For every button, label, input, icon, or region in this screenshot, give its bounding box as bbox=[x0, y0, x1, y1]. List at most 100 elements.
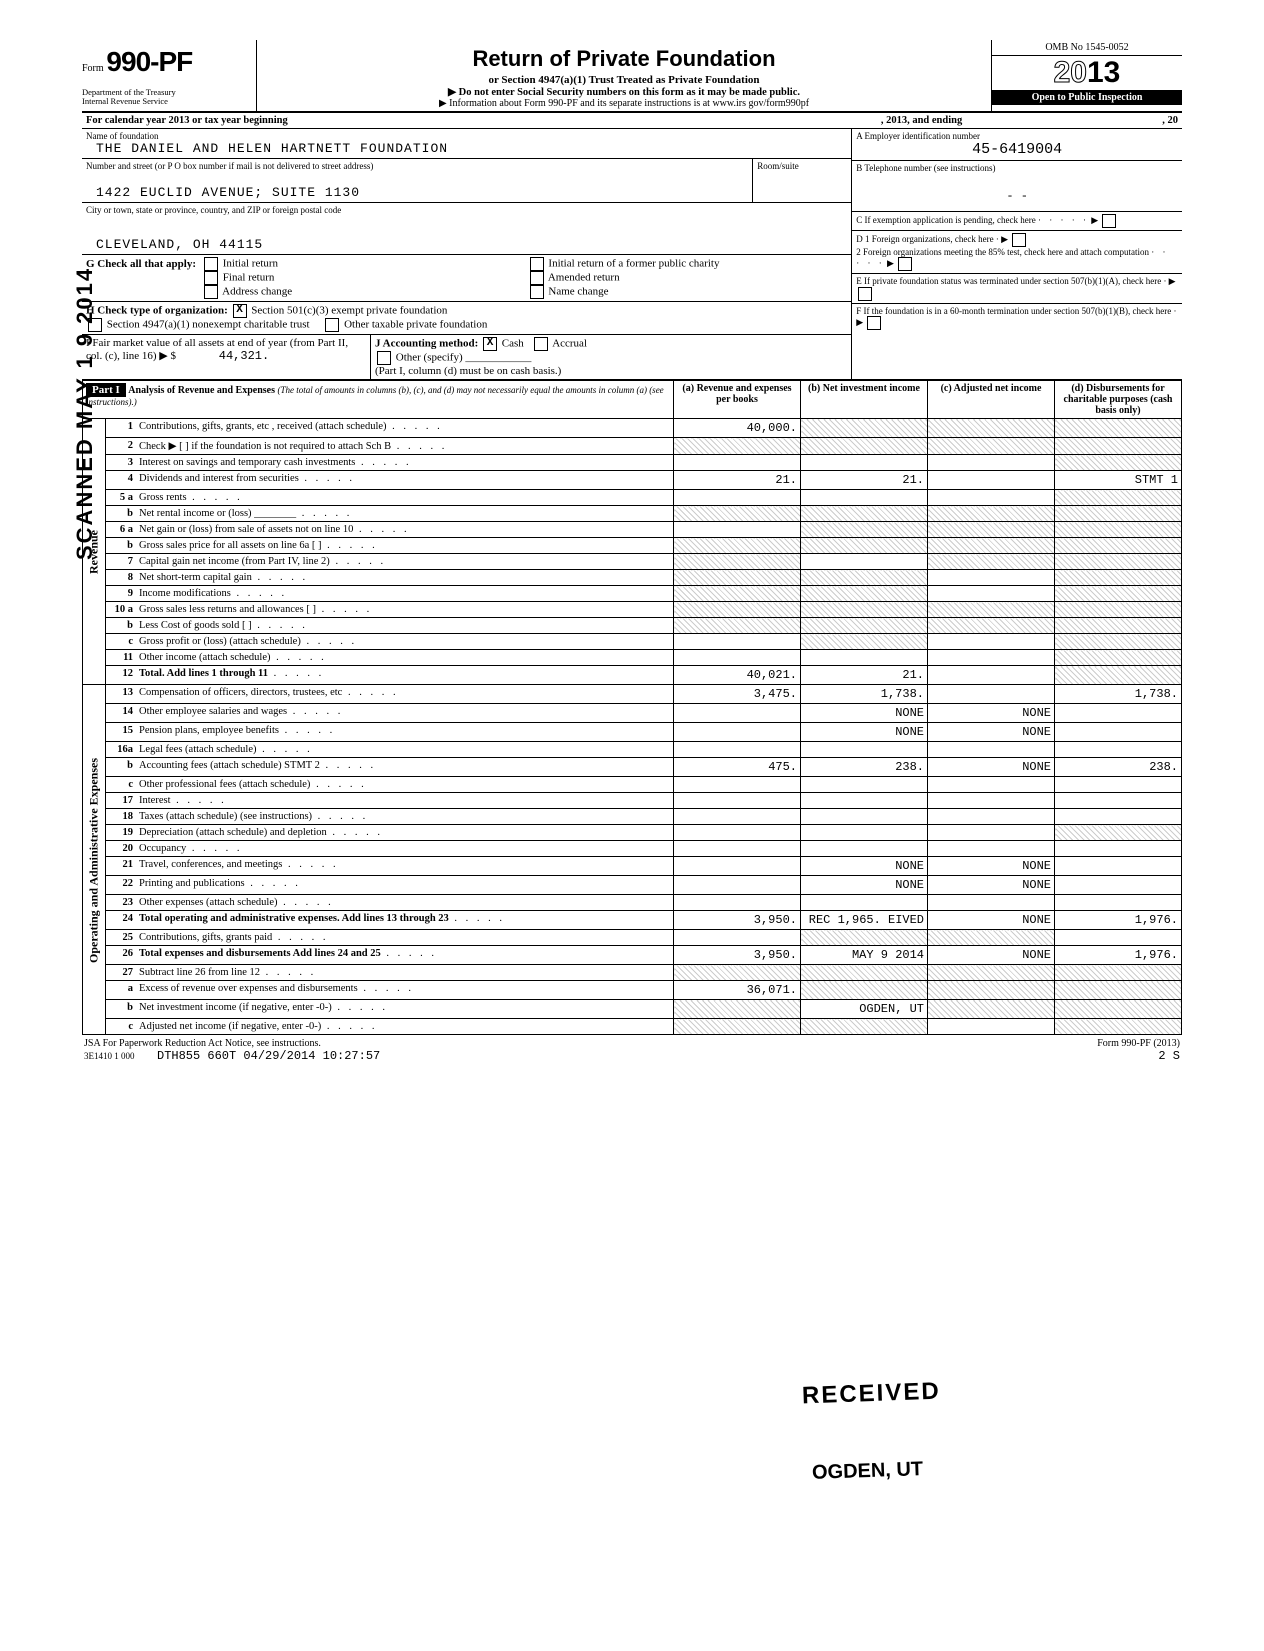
cell-a bbox=[674, 1019, 801, 1035]
tel-value: - - bbox=[856, 189, 1178, 203]
line-number: 11 bbox=[106, 650, 137, 666]
name-change-checkbox[interactable] bbox=[530, 285, 544, 299]
cell-b: 238. bbox=[801, 758, 928, 777]
received-stamp: RECEIVED bbox=[802, 1378, 942, 1411]
line-description: Interest on savings and temporary cash i… bbox=[136, 455, 674, 471]
cell-c bbox=[928, 618, 1055, 634]
cell-b bbox=[801, 438, 928, 455]
form-header: Form 990-PF Department of the Treasury I… bbox=[82, 40, 1182, 113]
address-change-checkbox[interactable] bbox=[204, 285, 218, 299]
line-description: Gross sales price for all assets on line… bbox=[136, 538, 674, 554]
line-description: Net short-term capital gain . . . . . bbox=[136, 570, 674, 586]
line-number: 1 bbox=[106, 419, 137, 438]
cell-c bbox=[928, 650, 1055, 666]
line-description: Excess of revenue over expenses and disb… bbox=[136, 981, 674, 1000]
cell-a bbox=[674, 1000, 801, 1019]
line-number: 25 bbox=[106, 930, 137, 946]
cell-a: 40,021. bbox=[674, 666, 801, 685]
foundation-name: THE DANIEL AND HELEN HARTNETT FOUNDATION bbox=[86, 141, 847, 156]
line-description: Adjusted net income (if negative, enter … bbox=[136, 1019, 674, 1035]
line-number: c bbox=[106, 777, 137, 793]
table-row: 7Capital gain net income (from Part IV, … bbox=[83, 554, 1182, 570]
table-row: 11Other income (attach schedule) . . . .… bbox=[83, 650, 1182, 666]
cell-c bbox=[928, 438, 1055, 455]
cell-a bbox=[674, 704, 801, 723]
line-description: Total. Add lines 1 through 11 . . . . . bbox=[136, 666, 674, 685]
cell-d bbox=[1055, 490, 1182, 506]
cell-a bbox=[674, 586, 801, 602]
table-row: 4Dividends and interest from securities … bbox=[83, 471, 1182, 490]
cell-d bbox=[1055, 602, 1182, 618]
cell-d bbox=[1055, 841, 1182, 857]
line-description: Occupancy . . . . . bbox=[136, 841, 674, 857]
line-description: Gross sales less returns and allowances … bbox=[136, 602, 674, 618]
page-footer: JSA For Paperwork Reduction Act Notice, … bbox=[82, 1035, 1182, 1063]
cell-c bbox=[928, 666, 1055, 685]
line-number: 26 bbox=[106, 946, 137, 965]
cell-c: NONE bbox=[928, 946, 1055, 965]
cell-d: STMT 1 bbox=[1055, 471, 1182, 490]
form-subtitle: or Section 4947(a)(1) Trust Treated as P… bbox=[263, 74, 985, 86]
cell-a bbox=[674, 634, 801, 650]
line-description: Other professional fees (attach schedule… bbox=[136, 777, 674, 793]
table-row: bLess Cost of goods sold [ ] . . . . . bbox=[83, 618, 1182, 634]
amended-return-checkbox[interactable] bbox=[530, 271, 544, 285]
table-row: 3Interest on savings and temporary cash … bbox=[83, 455, 1182, 471]
col-b-header: (b) Net investment income bbox=[801, 381, 928, 419]
line-description: Other employee salaries and wages . . . … bbox=[136, 704, 674, 723]
cell-a: 21. bbox=[674, 471, 801, 490]
col-c-header: (c) Adjusted net income bbox=[928, 381, 1055, 419]
cash-method-checkbox[interactable]: X bbox=[483, 337, 497, 351]
cell-b: 21. bbox=[801, 666, 928, 685]
cell-d bbox=[1055, 554, 1182, 570]
cell-a: 3,475. bbox=[674, 685, 801, 704]
cell-c bbox=[928, 570, 1055, 586]
cell-a bbox=[674, 650, 801, 666]
cell-c bbox=[928, 1019, 1055, 1035]
line-description: Other expenses (attach schedule) . . . .… bbox=[136, 895, 674, 911]
other-method-checkbox[interactable] bbox=[377, 351, 391, 365]
section-i-label: I Fair market value of all assets at end… bbox=[86, 337, 348, 362]
table-row: 14Other employee salaries and wages . . … bbox=[83, 704, 1182, 723]
cell-a bbox=[674, 777, 801, 793]
cell-b bbox=[801, 538, 928, 554]
cell-b: NONE bbox=[801, 704, 928, 723]
cell-d bbox=[1055, 704, 1182, 723]
line-number: 3 bbox=[106, 455, 137, 471]
table-row: cAdjusted net income (if negative, enter… bbox=[83, 1019, 1182, 1035]
cell-b: MAY 9 2014 bbox=[801, 946, 928, 965]
table-row: 2Check ▶ [ ] if the foundation is not re… bbox=[83, 438, 1182, 455]
table-row: 25Contributions, gifts, grants paid . . … bbox=[83, 930, 1182, 946]
cell-b bbox=[801, 825, 928, 841]
revenue-group-label: Revenue bbox=[83, 419, 106, 685]
table-row: 27Subtract line 26 from line 12 . . . . … bbox=[83, 965, 1182, 981]
initial-former-checkbox[interactable] bbox=[530, 257, 544, 271]
table-row: 16aLegal fees (attach schedule) . . . . … bbox=[83, 742, 1182, 758]
cell-b bbox=[801, 554, 928, 570]
line-number: 23 bbox=[106, 895, 137, 911]
line-description: Depreciation (attach schedule) and deple… bbox=[136, 825, 674, 841]
table-row: 24Total operating and administrative exp… bbox=[83, 911, 1182, 930]
line-description: Compensation of officers, directors, tru… bbox=[136, 685, 674, 704]
501c3-checkbox[interactable]: X bbox=[233, 304, 247, 318]
line-number: 7 bbox=[106, 554, 137, 570]
cell-c bbox=[928, 981, 1055, 1000]
other-taxable-checkbox[interactable] bbox=[325, 318, 339, 332]
info-link: ▶ Information about Form 990-PF and its … bbox=[263, 98, 985, 109]
line-description: Net rental income or (loss) ________ . .… bbox=[136, 506, 674, 522]
form-number: 990-PF bbox=[106, 46, 192, 77]
final-return-checkbox[interactable] bbox=[204, 271, 218, 285]
accrual-method-checkbox[interactable] bbox=[534, 337, 548, 351]
line-number: a bbox=[106, 981, 137, 1000]
cell-a bbox=[674, 602, 801, 618]
line-number: 24 bbox=[106, 911, 137, 930]
cell-b bbox=[801, 930, 928, 946]
cell-a: 40,000. bbox=[674, 419, 801, 438]
cell-b bbox=[801, 634, 928, 650]
cell-a bbox=[674, 825, 801, 841]
line-number: 13 bbox=[106, 685, 137, 704]
line-number: b bbox=[106, 618, 137, 634]
table-row: 20Occupancy . . . . . bbox=[83, 841, 1182, 857]
line-description: Accounting fees (attach schedule) STMT 2… bbox=[136, 758, 674, 777]
initial-return-checkbox[interactable] bbox=[204, 257, 218, 271]
